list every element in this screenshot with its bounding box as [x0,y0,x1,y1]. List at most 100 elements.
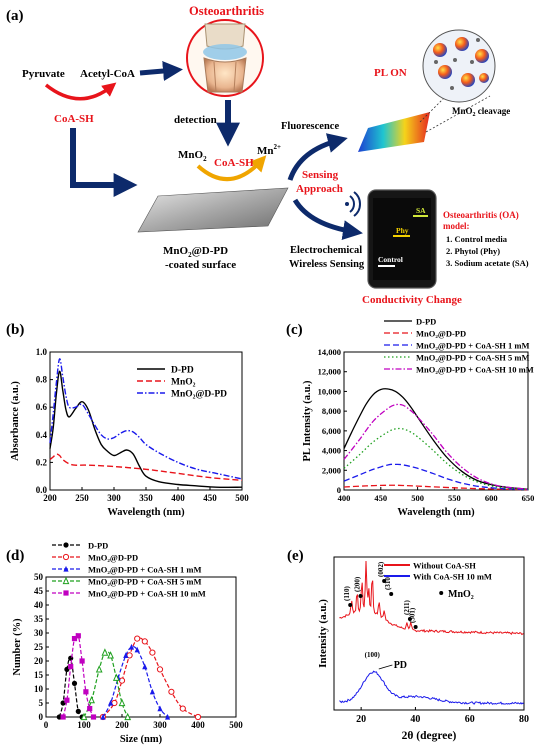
smartphone-illustration [367,189,437,289]
acetyl-to-oa-arrow [139,61,183,81]
data-point [108,699,114,706]
series-line-2 [339,670,524,705]
x-tick-label: 100 [77,720,91,730]
x-tick-label: 450 [203,493,217,503]
x-axis-label: Size (nm) [120,734,163,745]
data-point [124,712,132,721]
pl-on-label: PL ON [374,67,407,79]
panel-b-chart: 200 250 300 350 400 450 500 0.0 0.2 0.4 0.6 0.8 1.0 W… [6,322,249,518]
panel-e-chart: 20 40 60 80 2θ (degree) Intensity (a.u.) (e) (1… [287,548,529,742]
y-tick-label: 15 [34,670,44,680]
pyruvate-label: Pyruvate [22,68,65,80]
data-point [194,713,202,721]
oa-model-item-1: 1. Control media [446,234,508,244]
peak-label: (200) [354,576,362,592]
x-tick-label: 300 [153,720,167,730]
oa-model-item-2: 2. Phytol (Phy) [446,246,500,256]
phone-sa-label: SA [416,206,426,215]
data-point [157,705,163,712]
panel-d-chart: 0 100 200 300 400 500 0 5 10 15 20 25 30 35 40 45 50 Size… [6,541,243,746]
conductivity-change-label: Conductivity Change [362,294,462,306]
sensing-label-line2: Approach [296,183,343,195]
mno2-cleavage-label: MnO2 cleavage [452,106,510,118]
pd-peak-label: (100) [365,651,381,659]
y-tick-label: 10,000 [318,386,341,396]
y-tick-label: 12,000 [318,367,341,377]
y-tick-label: 0.2 [36,457,48,467]
sensing-label-line1: Sensing [302,169,339,181]
data-point [71,636,78,642]
legend-label: MnO₂@D-PD [88,553,138,563]
data-point [60,714,66,720]
y-tick-label: 0 [39,712,44,722]
x-tick-label: 80 [519,714,529,725]
surface-label-line2: -coated surface [165,259,236,271]
panel-a: (a) Osteoarthritis Pyruvate Acetyl-CoA C… [6,4,529,306]
x-tick-label: 0 [44,720,49,730]
oa-model-item-3: 3. Sodium acetate (SA) [446,258,529,268]
osteoarthritis-title: Osteoarthritis [189,4,264,18]
y-tick-label: 8,000 [322,406,341,416]
x-tick-label: 200 [115,720,129,730]
series-line-2 [49,453,243,481]
x-tick-label: 400 [191,720,205,730]
panel-label: (c) [286,322,303,338]
x-tick-label: 400 [171,493,185,503]
coa-sh-reaction-label: CoA-SH [214,157,254,169]
x-tick-label: 500 [411,493,424,503]
data-point [149,649,156,656]
y-tick-label: 0.4 [36,430,48,440]
series-line-3 [102,645,169,718]
pd-pointer [378,664,393,670]
coa-sh-label: CoA-SH [54,113,94,125]
peak-label: (310) [384,574,392,590]
x-tick-label: 300 [107,493,121,503]
data-point [79,658,85,664]
data-point [168,688,175,695]
coated-surface-plate [137,187,289,233]
data-point [75,633,81,639]
y-tick-label: 2,000 [322,465,341,475]
legend-label: MnO₂ [171,378,196,388]
data-point [179,705,186,712]
y-tick-label: 0 [337,485,341,495]
y-tick-label: 45 [34,586,44,596]
phone-phy-label: Phy [396,226,409,235]
series-line-3 [49,358,243,480]
peak-marker [382,579,387,583]
y-tick-label: 25 [34,642,44,652]
y-tick-label: 20 [34,656,44,666]
y-tick-label: 6,000 [322,426,341,436]
peak-label: (211) [403,600,411,615]
x-tick-label: 500 [229,720,243,730]
peak-marker [407,617,412,621]
y-axis-label: Number (%) [12,618,23,676]
x-tick-label: 60 [465,714,475,725]
x-tick-label: 350 [139,493,153,503]
series-line-1 [343,388,529,490]
knee-joint-illustration [186,19,264,97]
x-tick-label: 40 [410,714,420,725]
x-tick-label: 250 [75,493,89,503]
data-point [90,714,97,720]
data-point [63,590,69,596]
data-point [62,553,70,561]
data-point [95,665,103,673]
wifi-icon [345,191,361,217]
series-line-5 [343,403,529,490]
data-point [165,713,171,720]
series-line-4 [343,427,529,491]
peak-marker [413,625,418,629]
y-axis-label: Intensity (a.u.) [317,599,329,668]
legend-label: MnO₂@D-PD + CoA-SH 10 mM [416,365,534,375]
legend-label: Without CoA-SH [413,561,476,571]
series-line-1 [339,560,524,636]
data-point [134,635,141,642]
x-tick-label: 600 [485,493,498,503]
to-fluorescence-arrow [287,133,348,181]
mno2-label: MnO2 [178,149,207,163]
y-tick-label: 50 [34,572,44,582]
panel-c-chart: 400 450 500 550 600 650 0 2,000 4,000 6,000 8,000 1… [286,317,534,519]
y-tick-label: 10 [34,684,44,694]
legend-label: MnO₂@D-PD [416,329,466,339]
